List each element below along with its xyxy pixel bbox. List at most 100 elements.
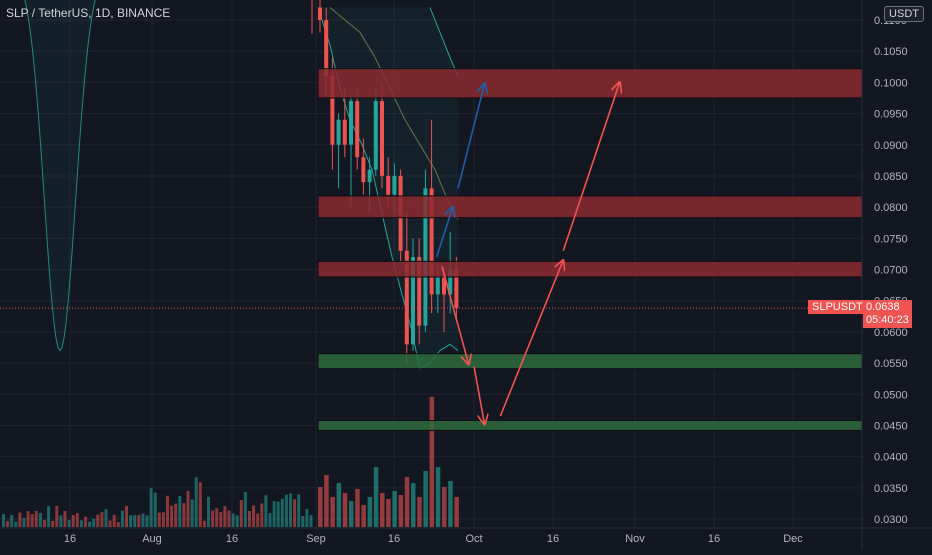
volume-bar [104,509,108,527]
volume-bar [429,397,435,527]
bar-countdown: 05:40:23 [866,314,909,327]
volume-bar [243,491,247,527]
volume-bar [435,467,441,527]
support-zone[interactable] [317,353,863,370]
price-tick-label: 0.1050 [874,46,908,58]
time-tick-label: 16 [64,533,76,545]
symbol-title: SLP / TetherUS, 1D, BINANCE [6,6,171,20]
band-lower-line [24,0,96,352]
volume-bar [141,513,145,527]
last-price-value: 0.0638 [866,301,900,314]
volume-bar [166,495,169,527]
volume-bar [149,488,153,527]
volume-bar [55,505,59,527]
volume-bar [404,477,410,527]
volume-bar [336,483,342,527]
candle-body [429,188,434,295]
candle-body [423,188,428,326]
volume-bar [231,513,235,527]
candle-body [435,275,440,295]
price-tick-label: 0.0350 [874,483,908,495]
volume-bar [108,520,112,527]
time-tick-label: Sep [306,533,326,545]
band-mid-line [329,7,459,220]
price-tick-label: 0.1000 [874,77,908,89]
volume-bar [194,477,198,527]
volume-bar [137,514,141,527]
projection-arrow-red[interactable] [499,260,563,417]
volume-bar [293,499,297,527]
volume-bar [324,475,329,527]
projection-arrow-red[interactable] [473,366,485,424]
volume-bar [361,505,366,527]
volume-bar [349,501,354,527]
price-tick-label: 0.0850 [874,171,908,183]
volume-bar [96,514,100,527]
time-tick-label: 16 [226,533,238,545]
volume-bar [367,497,373,527]
candle-body [448,269,453,295]
volume-bar [235,515,239,527]
price-tick-label: 0.0900 [874,140,908,152]
candle-body [349,101,353,145]
volume-bar [47,506,51,527]
projection-arrow-red[interactable] [562,82,619,252]
volume-bar [88,521,92,527]
volume-bar [26,511,30,527]
currency-button[interactable]: USDT [884,6,924,22]
volume-bar [51,520,55,527]
candle-body [392,175,397,195]
volume-bars [2,397,459,527]
support-zone[interactable] [317,419,863,431]
volume-bar [380,493,385,527]
volume-bar [71,514,75,527]
volume-bar [112,514,116,527]
volume-bar [423,471,428,527]
time-tick-label: Oct [465,533,482,545]
projection-arrow-blue[interactable] [457,84,485,189]
resistance-zone[interactable] [317,195,863,219]
projection-arrow-red[interactable] [441,266,469,364]
volume-bar [38,512,42,527]
projection-arrows [435,82,620,424]
volume-bar [18,512,22,527]
volume-bar [373,467,379,527]
volume-bar [417,497,422,527]
volume-bar [280,498,284,527]
resistance-zone[interactable] [317,260,863,278]
volume-bar [170,505,174,527]
time-tick-label: Aug [142,533,162,545]
price-tick-label: 0.0400 [874,452,908,464]
band-upper-line [429,7,459,77]
volume-bar [297,494,301,527]
candle-body [417,257,422,326]
volume-bar [268,513,272,527]
last-price-tag: 0.0638 05:40:23 [863,300,912,329]
volume-bar [120,510,124,527]
volume-bar [6,520,10,527]
candle-body [367,169,372,183]
volume-bar [133,515,137,527]
volume-bar [411,483,416,527]
volume-bar [186,490,190,527]
volume-bar [63,510,67,527]
price-tick-label: 0.0450 [874,420,908,432]
volume-bar [398,495,404,527]
candle-body [355,101,360,158]
price-axis[interactable]: 0.0300 0.0350 0.0400 0.0450 0.0500 0.0550 0.06… [874,15,908,526]
volume-bar [260,503,264,527]
projection-arrow-blue[interactable] [435,207,453,258]
volume-bar [30,514,34,527]
resistance-zone[interactable] [317,68,863,99]
volume-bar [174,503,178,527]
volume-bar [264,495,268,527]
candle-body [318,7,322,21]
volume-bar [207,496,210,527]
candle-body [386,175,391,195]
volume-bar [202,520,206,527]
candle-body [442,275,446,295]
volume-bar [227,510,231,527]
